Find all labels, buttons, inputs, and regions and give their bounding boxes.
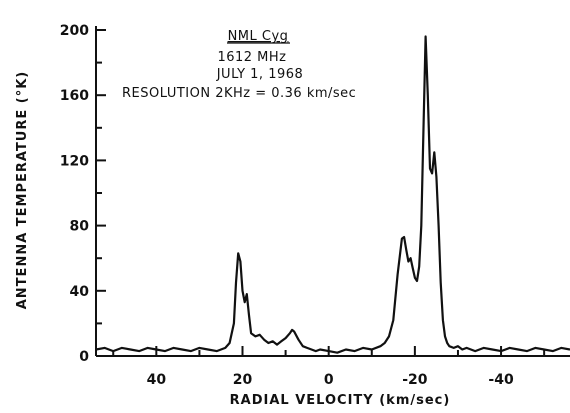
y-tick-label: 40 — [70, 284, 90, 300]
x-axis-label: RADIAL VELOCITY (km/sec) — [230, 393, 451, 408]
x-tick-label: -20 — [402, 372, 428, 388]
annotation-source: NML Cyg — [228, 29, 289, 44]
x-tick-labels: 40 20 0 -20 -40 — [147, 372, 514, 388]
annotation-frequency: 1612 MHz — [217, 50, 286, 65]
annotation-resolution: RESOLUTION 2KHz = 0.36 km/sec — [122, 86, 356, 101]
minor-ticks — [96, 61, 546, 356]
y-tick-label: 200 — [60, 23, 89, 39]
x-tick-label: 0 — [324, 372, 334, 388]
x-tick-label: -40 — [488, 372, 514, 388]
spectrum-line — [95, 35, 570, 354]
x-tick-label: 20 — [233, 372, 253, 388]
annotation-date: JULY 1, 1968 — [216, 67, 304, 82]
y-axis-label: ANTENNA TEMPERATURE (°K) — [15, 71, 30, 310]
y-tick-label: 0 — [79, 349, 89, 365]
x-tick-label: 40 — [147, 372, 167, 388]
y-tick-label: 120 — [60, 153, 89, 169]
y-tick-label: 160 — [60, 88, 89, 104]
y-tick-labels: 0 40 80 120 160 200 — [60, 23, 89, 365]
y-tick-label: 80 — [70, 219, 90, 235]
